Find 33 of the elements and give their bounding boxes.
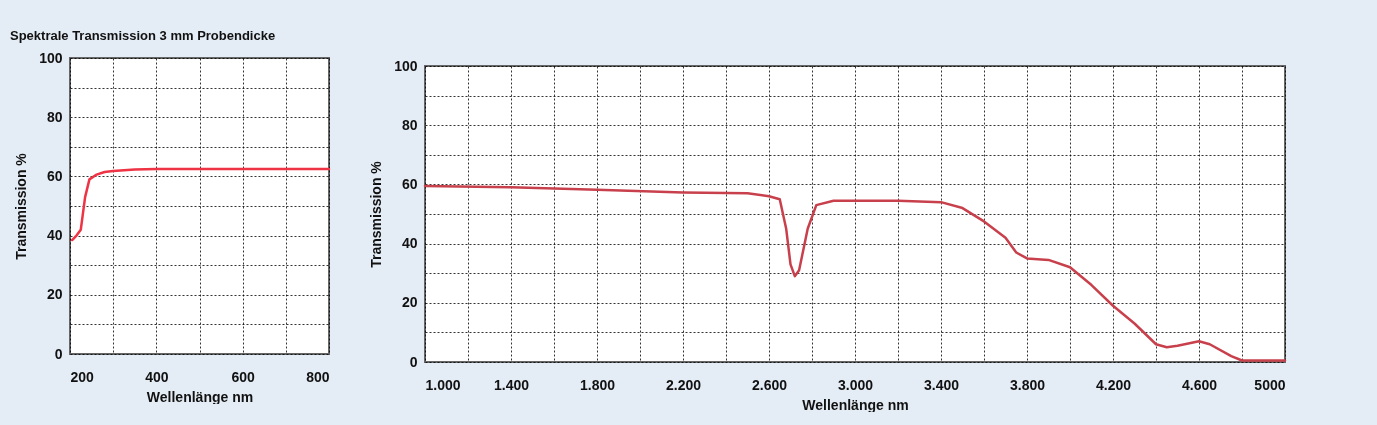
x-tick-label: 600	[231, 368, 256, 385]
y-axis-title: Transmission %	[368, 160, 385, 268]
y-tick-label: 0	[54, 345, 63, 362]
x-tick-label: 1.000	[425, 376, 461, 393]
y-tick-label: 40	[46, 227, 63, 244]
y-tick-label: 60	[46, 167, 63, 184]
x-axis-title: Wellenlänge nm	[802, 396, 909, 413]
x-tick-label: 3.000	[837, 376, 874, 393]
x-tick-label: 2.200	[665, 376, 702, 393]
chart-title: Spektrale Transmission 3 mm Probendicke	[10, 28, 276, 43]
y-tick-label: 0	[409, 353, 418, 370]
y-tick-label: 100	[39, 49, 63, 66]
y-tick-label: 20	[401, 294, 418, 311]
x-tick-label: 4.200	[1095, 376, 1132, 393]
x-tick-label: 200	[70, 368, 95, 385]
y-tick-label: 60	[401, 175, 418, 192]
y-tick-label: 40	[401, 235, 418, 252]
x-tick-label: 400	[145, 368, 169, 385]
x-tick-label: 1.800	[579, 376, 616, 393]
x-axis-title: Wellenlänge nm	[146, 388, 254, 405]
y-axis-title: Transmission %	[13, 152, 30, 260]
x-tick-label: 5000	[1254, 376, 1286, 393]
x-tick-label: 4.600	[1181, 376, 1218, 393]
y-tick-label: 100	[394, 57, 418, 74]
y-tick-label: 80	[46, 108, 63, 125]
x-tick-label: 800	[306, 368, 330, 385]
y-tick-label: 80	[401, 116, 418, 133]
x-tick-label: 3.800	[1009, 376, 1046, 393]
y-tick-label: 20	[46, 286, 63, 303]
x-tick-label: 2.600	[751, 376, 788, 393]
x-tick-label: 1.400	[493, 376, 530, 393]
line-series	[70, 167, 331, 242]
x-tick-label: 3.400	[923, 376, 960, 393]
